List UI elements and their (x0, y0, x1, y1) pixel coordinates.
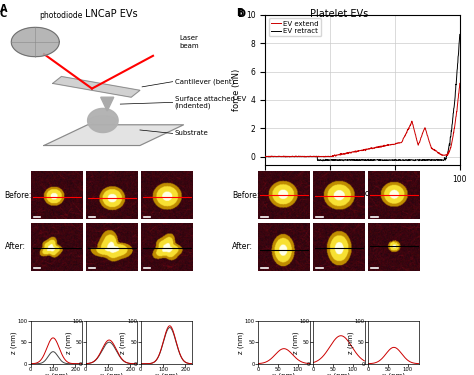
EV extend (430, 147, 436, 152)
EV extend (381, 144, 386, 148)
EV retract (387, 158, 392, 162)
Text: Cantilever (bent): Cantilever (bent) (175, 78, 234, 85)
Text: Platelet EVs: Platelet EVs (310, 9, 368, 20)
Y-axis label: z (nm): z (nm) (347, 331, 354, 354)
Text: After:: After: (5, 242, 26, 251)
Text: Before:: Before: (5, 191, 32, 200)
EV extend (301, 155, 307, 159)
Text: photodiode: photodiode (40, 11, 83, 20)
EV extend (376, 144, 382, 149)
EV retract (457, 32, 463, 37)
EV retract (274, 154, 280, 159)
Text: C: C (0, 9, 7, 20)
EV extend (457, 81, 463, 86)
Y-axis label: z (nm): z (nm) (120, 331, 127, 354)
Polygon shape (44, 125, 183, 146)
X-axis label: x (nm): x (nm) (273, 373, 295, 375)
EV retract (263, 154, 268, 159)
EV extend (387, 143, 392, 147)
EV retract (320, 159, 326, 163)
X-axis label: x (nm): x (nm) (383, 373, 405, 375)
Polygon shape (89, 116, 117, 125)
Legend: EV extend, EV retract: EV extend, EV retract (269, 18, 321, 36)
EV extend (274, 154, 280, 159)
Y-axis label: z (nm): z (nm) (237, 331, 244, 354)
Y-axis label: z (nm): z (nm) (65, 331, 72, 354)
Text: A: A (0, 4, 8, 14)
Text: After:: After: (232, 242, 253, 251)
Text: LNCaP EVs: LNCaP EVs (85, 9, 138, 20)
EV extend (263, 154, 268, 159)
Text: Substrate: Substrate (175, 130, 209, 136)
X-axis label: x (nm): x (nm) (45, 373, 68, 375)
Polygon shape (88, 108, 118, 132)
X-axis label: indentation (nm): indentation (nm) (327, 189, 398, 198)
Y-axis label: z (nm): z (nm) (10, 331, 17, 354)
Polygon shape (53, 76, 140, 97)
Text: Before:: Before: (232, 191, 260, 200)
EV retract (376, 158, 382, 162)
Y-axis label: z (nm): z (nm) (292, 331, 299, 354)
Polygon shape (11, 27, 59, 57)
EV extend (410, 123, 416, 127)
Text: Surface attached EV
(indented): Surface attached EV (indented) (175, 96, 246, 109)
EV retract (381, 158, 386, 163)
EV retract (410, 158, 416, 163)
Line: EV retract: EV retract (265, 34, 460, 161)
Polygon shape (100, 97, 114, 111)
Text: Laser
beam: Laser beam (179, 36, 199, 48)
Y-axis label: force (nN): force (nN) (231, 69, 240, 111)
Text: B: B (236, 8, 244, 18)
X-axis label: x (nm): x (nm) (100, 373, 123, 375)
EV retract (430, 158, 436, 162)
X-axis label: x (nm): x (nm) (155, 373, 178, 375)
X-axis label: x (nm): x (nm) (328, 373, 350, 375)
Line: EV extend: EV extend (265, 83, 460, 157)
Text: D: D (237, 9, 245, 20)
